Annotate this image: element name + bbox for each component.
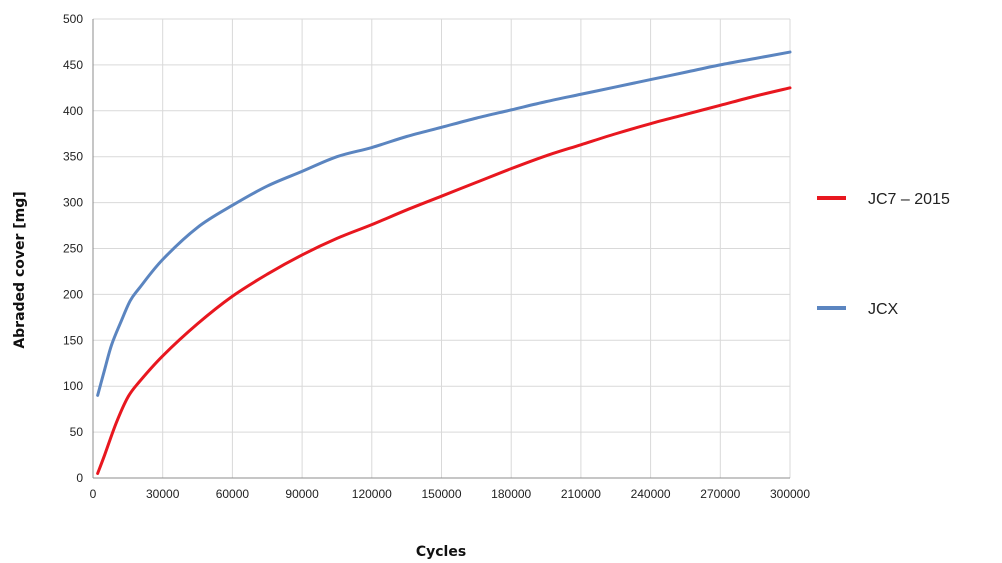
tick-labels: 0 50 100 150 200 250 300 350 400 450 500 0 30000 6000… bbox=[63, 12, 810, 501]
y-tick-label: 150 bbox=[63, 333, 83, 347]
y-tick-label: 200 bbox=[63, 287, 83, 301]
y-tick-label: 0 bbox=[76, 471, 83, 485]
legend: JC7 – 2015 JCX bbox=[817, 191, 950, 318]
x-axis-title: Cycles bbox=[416, 544, 466, 560]
y-tick-label: 350 bbox=[63, 150, 83, 164]
x-tick-label: 210000 bbox=[561, 487, 601, 501]
y-axis-title: Abraded cover [mg] bbox=[12, 191, 28, 348]
x-tick-label: 60000 bbox=[216, 487, 250, 501]
axes bbox=[92, 19, 790, 479]
y-tick-label: 250 bbox=[63, 242, 83, 256]
y-tick-label: 500 bbox=[63, 12, 83, 26]
x-tick-label: 0 bbox=[90, 487, 97, 501]
x-tick-label: 240000 bbox=[631, 487, 671, 501]
series-lines bbox=[96, 50, 792, 475]
y-tick-label: 50 bbox=[70, 425, 84, 439]
y-tick-label: 300 bbox=[63, 196, 83, 210]
x-tick-label: 150000 bbox=[421, 487, 461, 501]
y-tick-label: 450 bbox=[63, 58, 83, 72]
x-tick-label: 30000 bbox=[146, 487, 180, 501]
y-tick-label: 400 bbox=[63, 104, 83, 118]
grid bbox=[93, 18, 791, 478]
legend-entry-label: JCX bbox=[868, 301, 899, 318]
series-line-jc7-2015 bbox=[96, 86, 792, 475]
y-tick-label: 100 bbox=[63, 379, 83, 393]
x-tick-label: 120000 bbox=[352, 487, 392, 501]
x-tick-label: 90000 bbox=[285, 487, 319, 501]
series-line-jcx bbox=[96, 50, 792, 397]
legend-entry-label: JC7 – 2015 bbox=[868, 191, 950, 208]
x-tick-label: 270000 bbox=[700, 487, 740, 501]
x-tick-label: 300000 bbox=[770, 487, 810, 501]
x-tick-label: 180000 bbox=[491, 487, 531, 501]
